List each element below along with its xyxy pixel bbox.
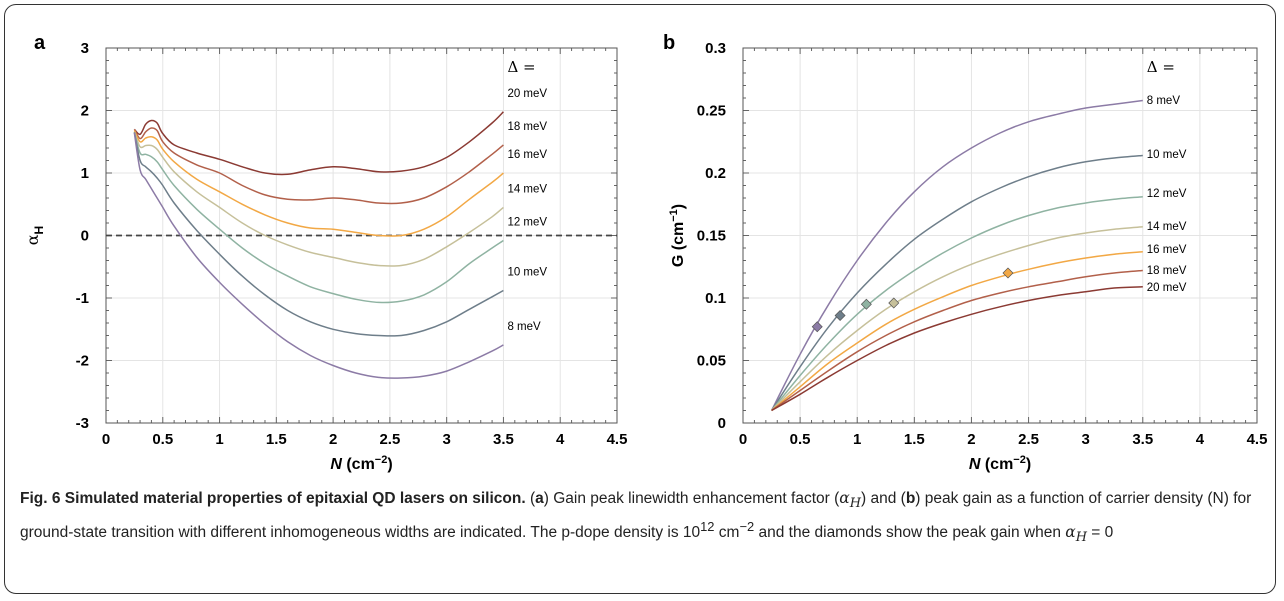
panel-b-xtick-label: 2.5 — [1018, 431, 1039, 448]
panel-a-series-line — [133, 131, 504, 267]
panel-b-plot-frame — [742, 47, 1258, 424]
panel-a-xtick-label: 0.5 — [152, 431, 173, 448]
caption-part-b: b — [905, 490, 916, 507]
panel-b-series-label: 10 meV — [1147, 149, 1187, 161]
figure-frame — [4, 4, 1276, 594]
panel-a-ytick-label: 2 — [81, 103, 89, 120]
panel-b-letter: b — [663, 32, 675, 54]
panel-b-ytick-label: 0.05 — [697, 353, 726, 370]
panel-a-series-line — [133, 132, 504, 337]
panel-b-series-line — [771, 286, 1143, 412]
panel-b-series-line — [771, 250, 1143, 412]
panel-b-series-label: 20 meV — [1147, 282, 1187, 294]
panel-b-ytick-label: 0.15 — [697, 228, 726, 245]
panel-b-diamond-marker — [1002, 267, 1014, 279]
panel-b-xtick-label: 1.5 — [904, 431, 925, 448]
panel-b-series-line — [770, 99, 1143, 411]
caption-text-3: ) peak gain as a function of carrier den… — [20, 490, 1252, 542]
panel-a-series-label: 20 meV — [507, 88, 547, 100]
panel-a-ytick-label: 1 — [81, 165, 89, 182]
caption-text-1: Gain peak linewidth enhancement factor ( — [548, 490, 840, 507]
panel-b-series-line — [771, 195, 1143, 411]
caption-exp-12: 12 — [700, 519, 715, 535]
panel-b-ytick-label: 0 — [718, 415, 726, 432]
caption-text-2: ) and ( — [861, 490, 906, 507]
panel-b-diamond-marker — [834, 310, 846, 321]
panel-b-ytick-label: 0.25 — [697, 103, 726, 120]
panel-a-yaxis-label: αH — [23, 226, 46, 245]
panel-a-xtick-label: 4 — [556, 431, 565, 448]
panel-b-xaxis-label: N (cm−2) — [969, 454, 1031, 473]
panel-b-series-label: 18 meV — [1147, 265, 1187, 277]
caption-part-a: a — [535, 490, 544, 507]
panel-b-series-line — [770, 154, 1143, 411]
figure-caption: Fig. 6 Simulated material properties of … — [20, 489, 1252, 546]
panel-a-xtick-label: 1.5 — [266, 431, 287, 448]
panel-a-ytick-label: 0 — [81, 228, 89, 245]
panel-b-series-label: 8 meV — [1147, 95, 1181, 107]
panel-a-ytick-label: -1 — [76, 290, 89, 307]
panel-a-xtick-label: 0 — [102, 431, 110, 448]
panel-a-series-line — [133, 132, 504, 379]
panel-b-xtick-label: 4.5 — [1247, 431, 1268, 448]
panel-b-xtick-label: 4 — [1196, 431, 1205, 448]
panel-a-xtick-label: 3.5 — [493, 431, 514, 448]
panel-a-series-line — [133, 132, 504, 304]
caption-alpha-2: α — [1065, 523, 1076, 542]
panel-a-series-label: 14 meV — [507, 183, 547, 195]
panel-a-legend-title: Δ = — [507, 58, 535, 76]
panel-a-xtick-label: 2 — [329, 431, 337, 448]
panel-b-xtick-label: 3 — [1081, 431, 1089, 448]
panel-a-series-label: 8 meV — [507, 321, 541, 333]
caption-alpha-sub: H — [849, 496, 862, 512]
panel-a-series-label: 12 meV — [507, 217, 547, 229]
panel-b-diamond-marker — [888, 297, 900, 309]
chart-panel-b: 0 0.5 1 1.5 2 2.5 3 3.5 4 4.5 0 0.05 0.1 0.15 0.2 0.25 0… — [668, 40, 1267, 473]
panel-a-xtick-label: 3 — [442, 431, 450, 448]
panel-b-xtick-label: 0 — [739, 431, 747, 448]
panel-b-series-label: 16 meV — [1147, 244, 1187, 256]
panel-b-xtick-label: 0.5 — [790, 431, 811, 448]
panel-a-letter: a — [34, 32, 46, 54]
panel-a-xtick-label: 4.5 — [607, 431, 628, 448]
panel-b-legend-title: Δ = — [1147, 58, 1175, 76]
panel-a-xaxis-label: N (cm−2) — [330, 454, 392, 473]
panel-b-series-label: 14 meV — [1147, 221, 1187, 233]
caption-exp-neg2: −2 — [739, 519, 755, 535]
panel-b-xtick-label: 3.5 — [1132, 431, 1153, 448]
panel-a-xtick-label: 2.5 — [379, 431, 400, 448]
panel-a-ytick-label: -2 — [76, 353, 89, 370]
panel-a-series-label: 18 meV — [507, 121, 547, 133]
caption-text-5: and the diamonds show the peak gain when — [754, 524, 1066, 542]
panel-b-ytick-label: 0.2 — [705, 165, 726, 182]
panel-a-series-line — [133, 111, 504, 176]
panel-b-series-line — [771, 226, 1143, 412]
panel-b-diamond-marker — [811, 321, 823, 333]
panel-b-xtick-label: 2 — [967, 431, 975, 448]
caption-title: Simulated material properties of epitaxi… — [64, 490, 526, 507]
panel-a-series-line — [133, 127, 504, 205]
panel-a-ytick-label: -3 — [76, 415, 89, 432]
panel-b-diamond-marker — [860, 298, 872, 310]
caption-alpha-sub-2: H — [1075, 530, 1087, 546]
chart-panel-a: 0 0.5 1 1.5 2 2.5 3 3.5 4 4.5 -3 -2 -1 0 1 2 3 N (cm−2) αH… — [23, 40, 627, 473]
caption-text-4: cm — [714, 524, 740, 542]
caption-alpha: α — [839, 489, 850, 507]
panel-a-series-label: 10 meV — [507, 267, 547, 279]
caption-condition: = 0 — [1086, 524, 1114, 542]
panel-b-yaxis-label: G (cm−1) — [668, 204, 687, 267]
panel-b-series-line — [771, 269, 1143, 412]
panel-a-series-line — [133, 130, 504, 237]
panel-b-xtick-label: 1 — [853, 431, 861, 448]
panel-a-xtick-label: 1 — [215, 431, 223, 448]
panel-b-ytick-label: 0.1 — [705, 290, 726, 307]
caption-fig-label: Fig. 6 — [20, 490, 61, 507]
panel-a-ytick-label: 3 — [81, 40, 89, 57]
panel-a-series-label: 16 meV — [507, 149, 547, 161]
panel-b-ytick-label: 0.3 — [705, 40, 726, 57]
panel-b-series-label: 12 meV — [1147, 188, 1187, 200]
